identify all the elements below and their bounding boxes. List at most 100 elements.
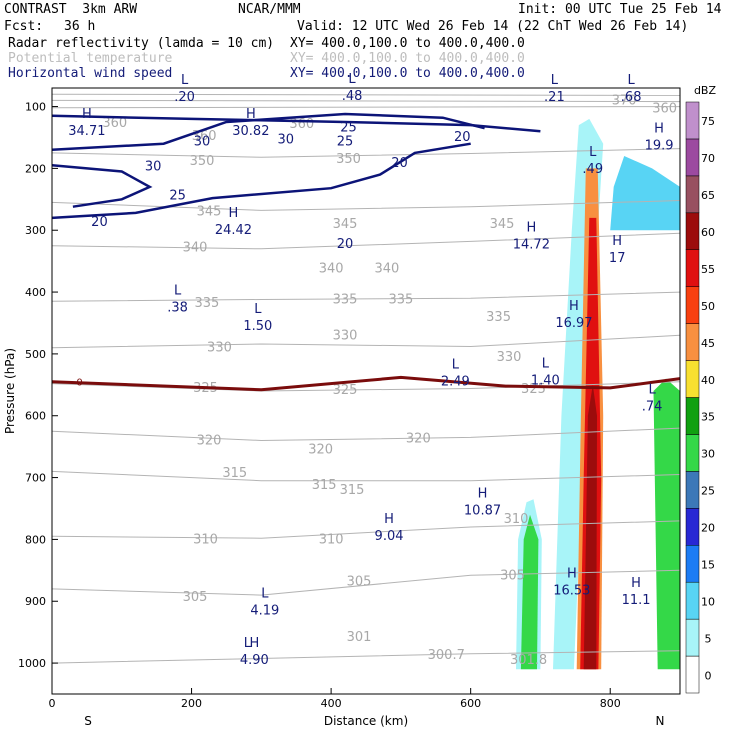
theta-label: 330 [333,328,358,343]
theta-label: 310 [504,512,529,527]
theta-contour [51,93,681,96]
theta-label: 300.7 [428,648,465,663]
wind-label: 25 [340,120,357,135]
theta-contour [51,470,681,482]
colorbar-swatch [685,655,700,694]
south-label: S [84,714,92,728]
extremum-value: 17 [609,251,626,266]
colorbar-level: 50 [701,300,715,313]
extremum-value: .20 [174,90,195,105]
extremum-value: 4.90 [240,653,269,668]
field-reflectivity-name: Radar reflectivity (lamda = 10 cm) [8,36,275,51]
colorbar-level: 20 [701,522,715,535]
theta-contour [51,427,681,442]
field-theta-name: Potential temperature [8,51,173,66]
theta-label: 320 [406,432,431,447]
colorbar-swatch [685,138,700,177]
extremum-kind: H [229,206,239,221]
freezing-level-label: 0 [76,378,82,389]
extremum-kind: L [348,72,356,87]
wind-contour [51,112,485,152]
x-tick-label: 800 [600,697,621,710]
reflectivity-plume [653,378,680,670]
wind-label: 30 [194,135,211,150]
extremum-value: .74 [642,399,663,414]
colorbar: 0 5 10 15 20 25 30 35 40 45 50 55 60 65 70 75 dBZ [685,84,716,694]
wind-label: 25 [169,188,186,203]
wind-label: 20 [391,156,408,171]
theta-label: 360 [289,117,314,132]
colorbar-swatch [685,286,700,324]
extremum-value: 14.72 [513,237,550,252]
wind-label: 25 [337,135,354,150]
theta-contour [51,334,681,349]
theta-label: 335 [486,310,511,325]
field-theta-xy: XY= 400.0,100.0 to 400.0,400.0 [290,51,525,66]
north-label: N [656,714,665,728]
wind-label: 30 [145,159,162,174]
theta-label: 360 [652,101,677,116]
extremum-kind: H [631,576,641,591]
colorbar-level: 35 [701,411,715,424]
theta-label: 360 [102,116,127,131]
theta-contour [51,99,681,103]
extremum-kind: L [254,302,262,317]
wind-contour [51,164,153,208]
extremum-kind: H [82,107,92,122]
colorbar-swatch [685,101,700,140]
theta-label: 301 [347,630,372,645]
extremum-value: 9.04 [375,529,404,544]
theta-label: 305 [347,574,372,589]
colorbar-level: 75 [701,115,715,128]
theta-label: 320 [197,433,222,448]
extremum-value: 30.82 [232,124,269,139]
field-wind-name: Horizontal wind speed [8,66,173,81]
y-tick-label: 900 [25,595,46,608]
theta-contour [51,381,681,392]
theta-label: 325 [333,383,358,398]
extremum-kind: L [589,145,597,160]
extremum-kind: H [654,121,664,136]
extremum-kind: L [261,586,269,601]
wind-label: 20 [91,215,108,230]
y-tick-label: 300 [25,224,46,237]
theta-contour [51,106,681,109]
extremum-value: 2.49 [441,375,470,390]
wind-label: 20 [337,237,354,252]
extremum-kind: L [628,73,636,88]
extremum-value: .21 [544,90,565,105]
colorbar-swatch [685,323,700,361]
extremum-kind: H [478,486,488,501]
extremum-kind: L [452,358,460,373]
theta-contour [51,569,681,596]
contour-labels-layer: L .20 L .48 L .21 L .68 H 34.71 H 30.82 H 19.9 L .49 H 24… [68,72,673,668]
theta-label: 345 [333,217,358,232]
freezing-level-line [51,375,681,392]
extremum-kind: H [569,299,579,314]
theta-label: 330 [207,341,232,356]
extremum-kind: L [648,382,656,397]
y-tick-label: 600 [25,410,46,423]
theta-label: 315 [222,466,247,481]
colorbar-swatch [685,397,700,435]
theta-label: 335 [388,292,413,307]
extremum-kind: H [612,234,622,249]
y-tick-label: 100 [25,101,46,114]
colorbar-level: 15 [701,558,715,571]
extremum-kind: L [551,73,559,88]
x-tick-label: 600 [460,697,481,710]
colorbar-level: 10 [701,595,715,608]
colorbar-swatch [685,175,700,214]
colorbar-swatch [685,212,700,250]
field-wind-xy: XY= 400.0,100.0 to 400.0,400.0 [290,66,525,81]
theta-label: 340 [375,262,400,277]
theta-label: 335 [194,296,219,311]
x-tick-label: 200 [181,697,202,710]
extremum-kind: H [246,107,256,122]
colorbar-level: 25 [701,485,715,498]
y-tick-label: 200 [25,162,46,175]
theta-label: 340 [319,262,344,277]
freezing-level-layer: 0 [51,375,681,392]
